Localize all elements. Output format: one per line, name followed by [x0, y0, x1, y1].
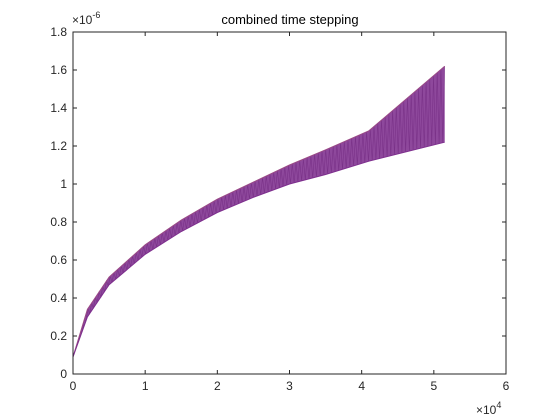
y-tick-label: 1.2: [50, 139, 67, 153]
series-band-fill: [73, 66, 445, 357]
y-exponent-base: ×10: [72, 13, 93, 27]
y-tick-label: 1.8: [50, 25, 67, 39]
y-tick-label: 0: [60, 367, 67, 381]
y-tick-label: 0.6: [50, 253, 67, 267]
y-tick-label: 1.4: [50, 101, 67, 115]
y-tick-label: 0.4: [50, 291, 67, 305]
x-tick-label: 1: [142, 379, 149, 393]
x-tick-label: 0: [70, 379, 77, 393]
y-tick-label: 0.2: [50, 329, 67, 343]
y-exponent-power: -6: [92, 10, 100, 20]
y-tick-label: 1: [60, 177, 67, 191]
series-upper-line: [72, 65, 446, 358]
series-oscillation-line: [72, 66, 445, 358]
series-band: [72, 65, 446, 358]
x-tick-label: 3: [286, 379, 293, 393]
x-tick-label: 2: [214, 379, 221, 393]
x-exponent-base: ×10: [476, 403, 497, 417]
y-axis-ticks: 0 0.2 0.4 0.6 0.8 1 1.2 1.4 1.6 1.8: [50, 25, 506, 381]
y-tick-label: 1.6: [50, 63, 67, 77]
x-tick-label: 6: [503, 379, 510, 393]
series-lower-line: [72, 141, 445, 358]
y-exponent-label: ×10-6: [72, 10, 100, 27]
x-axis-ticks: 0 1 2 3 4 5 6: [70, 32, 510, 393]
x-exponent-label: ×104: [476, 400, 501, 417]
y-tick-label: 0.8: [50, 215, 67, 229]
x-exponent-power: 4: [496, 400, 501, 410]
x-tick-label: 4: [358, 379, 365, 393]
chart-title: combined time stepping: [221, 12, 358, 27]
x-tick-label: 5: [430, 379, 437, 393]
